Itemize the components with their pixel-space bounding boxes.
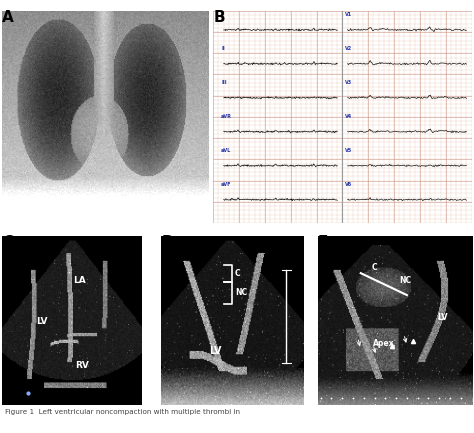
Text: Figure 1  Left ventricular noncompaction with multiple thrombi in: Figure 1 Left ventricular noncompaction …: [5, 409, 240, 415]
Text: LA: LA: [73, 276, 86, 285]
Text: V4: V4: [345, 114, 352, 119]
Text: LV: LV: [36, 317, 47, 326]
Text: V3: V3: [345, 80, 352, 85]
Text: V2: V2: [345, 46, 352, 51]
Text: RV: RV: [75, 361, 89, 370]
Text: C: C: [372, 263, 377, 272]
Text: I: I: [221, 12, 223, 17]
Text: LV: LV: [209, 346, 221, 356]
Text: NC: NC: [399, 276, 411, 285]
Text: C: C: [2, 235, 13, 250]
Text: LV: LV: [438, 313, 448, 323]
Text: III: III: [221, 80, 227, 85]
Text: A: A: [2, 10, 14, 25]
Text: aVL: aVL: [221, 148, 231, 153]
Text: E: E: [318, 235, 328, 250]
Text: II: II: [221, 46, 225, 51]
Text: NC: NC: [235, 288, 247, 297]
Text: aVF: aVF: [221, 182, 232, 187]
Text: aVR: aVR: [221, 114, 232, 119]
Text: C: C: [235, 268, 241, 278]
Text: B: B: [213, 10, 225, 25]
Text: V5: V5: [345, 148, 352, 153]
Text: D: D: [161, 235, 174, 250]
Text: V6: V6: [345, 182, 352, 187]
Text: Apex: Apex: [373, 339, 394, 348]
Text: V1: V1: [345, 12, 352, 17]
